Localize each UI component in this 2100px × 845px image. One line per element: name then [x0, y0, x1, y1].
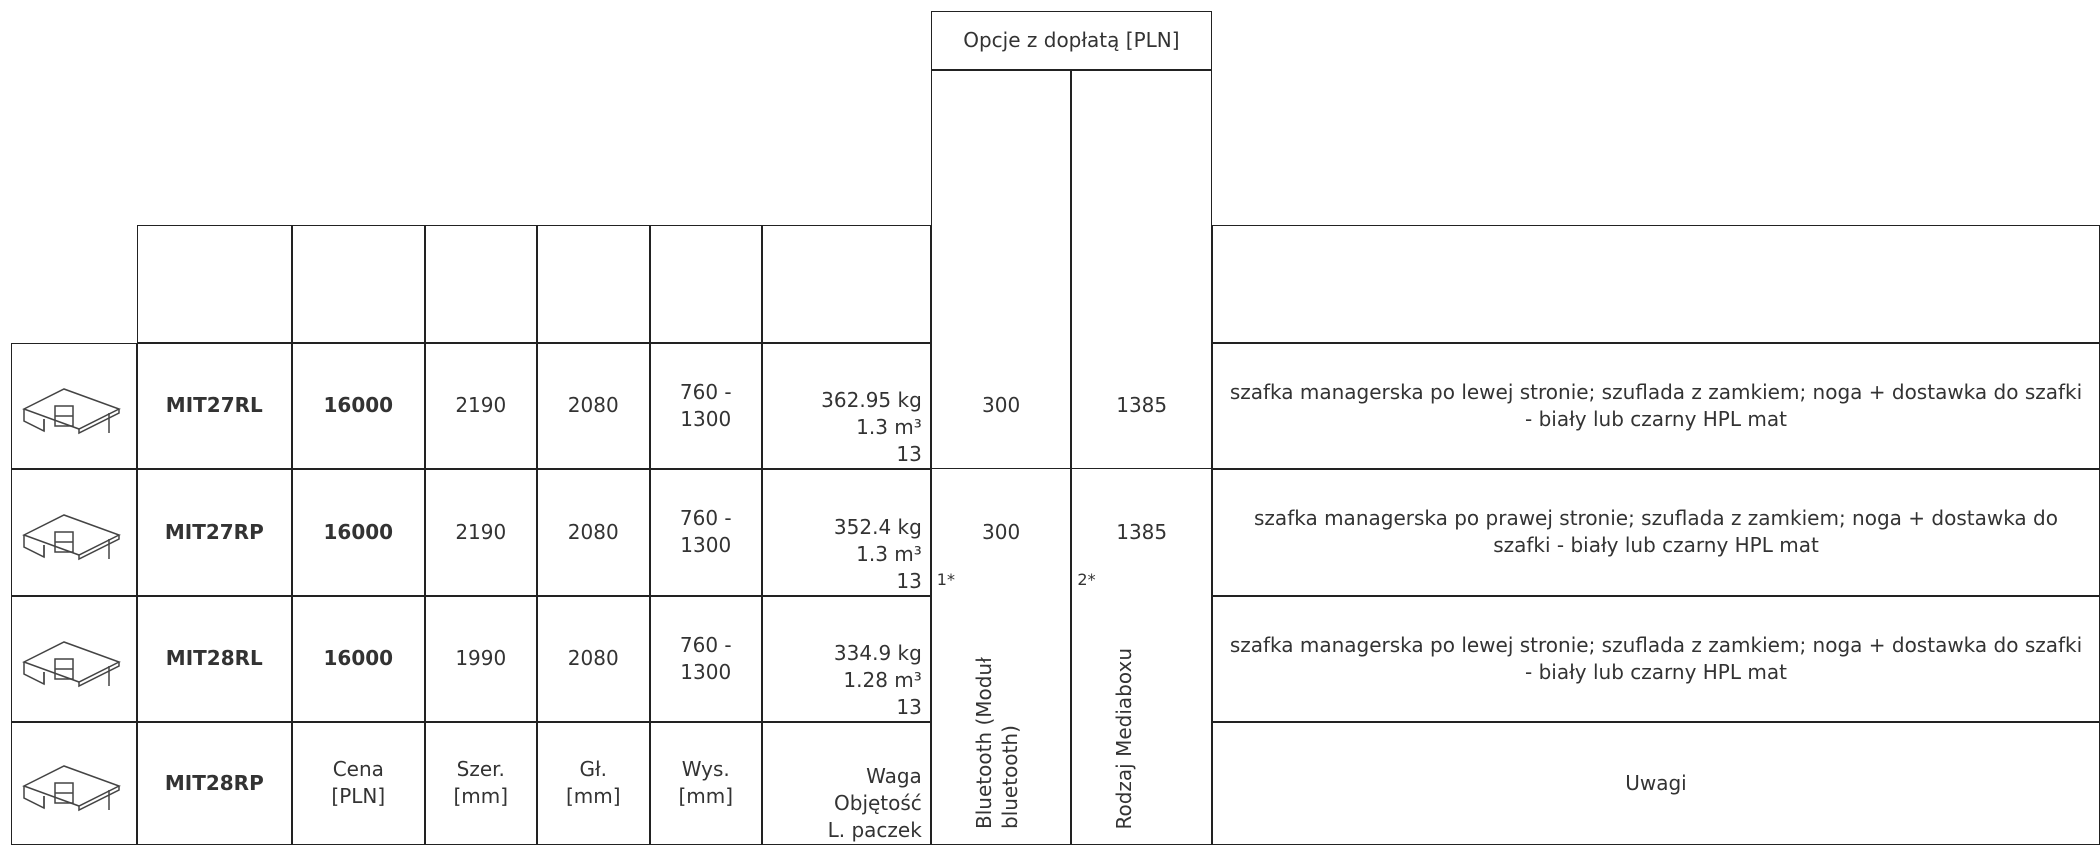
- header-cell: [424, 225, 537, 343]
- height-value: 760 - 1300: [679, 632, 732, 684]
- price-value: 16000: [323, 393, 394, 418]
- height-cell: Wys. [mm]: [649, 721, 762, 845]
- width-cell: 2190: [424, 468, 537, 596]
- weight-cell: Waga Objętość L. paczek: [762, 721, 931, 845]
- header-cell: [1212, 225, 2100, 343]
- width-value: 2190: [455, 393, 507, 418]
- height-value: Wys. [mm]: [678, 757, 734, 809]
- bluetooth-price: 300: [982, 393, 1021, 418]
- depth-cell: 2080: [537, 596, 650, 722]
- notes-text: Uwagi: [1625, 770, 1687, 795]
- price-value: 16000: [323, 646, 394, 671]
- depth-value: 2080: [567, 393, 619, 418]
- footnote-marker: 1*: [936, 570, 955, 589]
- height-cell: 760 - 1300: [649, 468, 762, 596]
- volume-value: 1.28 m³: [843, 667, 922, 692]
- mediabox-value: 1385: [1071, 469, 1212, 596]
- height-value: 760 - 1300: [679, 379, 732, 431]
- header-cell: [292, 225, 425, 343]
- depth-value: Gł. [mm]: [565, 757, 621, 809]
- notes-cell: szafka managerska po lewej stronie; szuf…: [1212, 342, 2100, 469]
- bluetooth-value: 300: [931, 469, 1072, 596]
- weight-value: 352.4 kg: [833, 514, 922, 539]
- width-cell: 1990: [424, 596, 537, 722]
- image-cell: [10, 721, 137, 845]
- depth-value: 2080: [567, 646, 619, 671]
- mediabox-label: Rodzaj Mediaboxu: [1112, 647, 1137, 830]
- packages-value: L. paczek: [827, 817, 922, 842]
- product-icon: [21, 765, 121, 812]
- model-name: MIT27RL: [165, 393, 263, 418]
- notes-text: szafka managerska po lewej stronie; szuf…: [1229, 632, 2083, 684]
- packages-value: 13: [896, 441, 922, 466]
- product-icon: [21, 388, 121, 435]
- footnote-marker: 2*: [1077, 570, 1096, 589]
- header-cell: [537, 225, 650, 343]
- width-value: 2190: [455, 519, 507, 544]
- width-value: 1990: [455, 646, 507, 671]
- options-title: Opcje z dopłatą [PLN]: [963, 27, 1180, 52]
- options-header: Opcje z dopłatą [PLN]: [930, 10, 1212, 70]
- mediabox-price: 1385: [1116, 519, 1168, 544]
- notes-text: szafka managerska po prawej stronie; szu…: [1254, 506, 2058, 558]
- weight-cell: 334.9 kg 1.28 m³ 13: [762, 596, 931, 722]
- width-value: Szer. [mm]: [453, 757, 509, 809]
- model-name: MIT28RP: [164, 770, 264, 795]
- price-cell: 16000: [292, 468, 425, 596]
- price-cell: 16000: [292, 342, 425, 469]
- height-cell: 760 - 1300: [649, 596, 762, 722]
- model-name: MIT27RP: [164, 519, 264, 544]
- model-cell: MIT28RP: [136, 721, 292, 845]
- weight-cell: 362.95 kg 1.3 m³ 13: [762, 342, 931, 469]
- price-value: 16000: [323, 519, 394, 544]
- model-name: MIT28RL: [165, 646, 263, 671]
- width-cell: Szer. [mm]: [424, 721, 537, 845]
- notes-cell: szafka managerska po prawej stronie; szu…: [1212, 468, 2100, 596]
- bluetooth-value: 300: [931, 343, 1072, 469]
- price-cell: Cena [PLN]: [292, 721, 425, 845]
- depth-cell: Gł. [mm]: [537, 721, 650, 845]
- header-cell: [762, 225, 931, 343]
- weight-value: Waga: [866, 763, 922, 788]
- height-cell: 760 - 1300: [649, 342, 762, 469]
- mediabox-value: 1385: [1071, 343, 1212, 469]
- weight-cell: 352.4 kg 1.3 m³ 13: [762, 468, 931, 596]
- image-cell: [10, 342, 137, 469]
- model-cell: MIT27RP: [136, 468, 292, 596]
- volume-value: 1.3 m³: [856, 541, 922, 566]
- header-cell: [136, 225, 292, 343]
- packages-value: 13: [896, 694, 922, 719]
- depth-cell: 2080: [537, 342, 650, 469]
- notes-cell: Uwagi: [1212, 721, 2100, 845]
- image-cell: [10, 468, 137, 596]
- weight-value: 362.95 kg: [821, 387, 922, 412]
- weight-value: 334.9 kg: [833, 640, 922, 665]
- product-icon: [21, 641, 121, 688]
- volume-value: Objętość: [834, 790, 922, 815]
- notes-text: szafka managerska po lewej stronie; szuf…: [1229, 379, 2083, 431]
- product-icon: [21, 514, 121, 561]
- bluetooth-price: 300: [982, 519, 1021, 544]
- packages-value: 13: [896, 568, 922, 593]
- model-cell: MIT27RL: [136, 342, 292, 469]
- price-value: Cena [PLN]: [331, 757, 386, 809]
- height-value: 760 - 1300: [679, 506, 732, 558]
- bluetooth-label: Bluetooth (Moduł bluetooth): [971, 657, 1022, 829]
- width-cell: 2190: [424, 342, 537, 469]
- depth-value: 2080: [567, 519, 619, 544]
- model-cell: MIT28RL: [136, 596, 292, 722]
- options-row-line: [930, 343, 1212, 469]
- mediabox-column: [1071, 69, 1212, 845]
- mediabox-price: 1385: [1116, 393, 1168, 418]
- price-cell: 16000: [292, 596, 425, 722]
- notes-cell: szafka managerska po lewej stronie; szuf…: [1212, 596, 2100, 722]
- volume-value: 1.3 m³: [856, 414, 922, 439]
- header-cell: [649, 225, 762, 343]
- depth-cell: 2080: [537, 468, 650, 596]
- bluetooth-column: [930, 69, 1072, 845]
- image-cell: [10, 596, 137, 722]
